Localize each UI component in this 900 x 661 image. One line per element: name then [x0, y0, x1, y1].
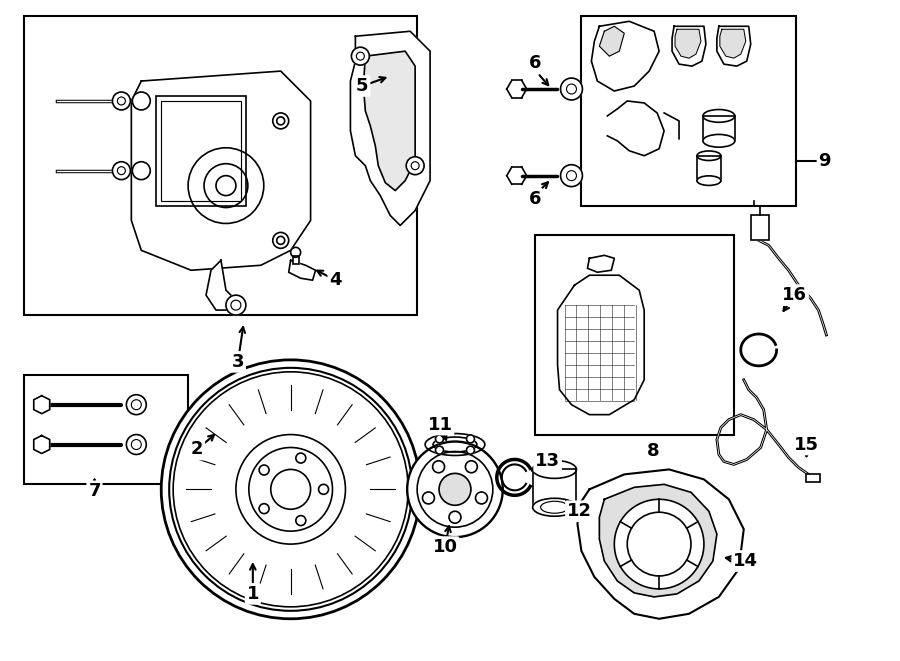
Circle shape	[466, 435, 474, 443]
Circle shape	[351, 47, 369, 65]
Text: 4: 4	[329, 271, 342, 290]
Bar	[697, 156, 721, 180]
Circle shape	[296, 516, 306, 525]
Polygon shape	[588, 255, 615, 272]
Circle shape	[465, 461, 477, 473]
Ellipse shape	[703, 134, 734, 147]
Bar	[703, 116, 734, 141]
Text: 12: 12	[567, 502, 592, 520]
Polygon shape	[289, 260, 316, 280]
Circle shape	[132, 162, 150, 180]
Text: 8: 8	[647, 442, 660, 461]
Circle shape	[615, 499, 704, 589]
Polygon shape	[350, 31, 430, 225]
Circle shape	[112, 162, 130, 180]
Circle shape	[273, 233, 289, 249]
Text: 9: 9	[818, 152, 831, 170]
Circle shape	[188, 148, 264, 223]
Circle shape	[236, 434, 346, 544]
Circle shape	[561, 78, 582, 100]
Circle shape	[126, 395, 147, 414]
Bar	[292, 256, 299, 264]
Polygon shape	[206, 260, 236, 310]
Text: 14: 14	[734, 552, 759, 570]
Bar	[806, 475, 821, 483]
Bar	[533, 469, 577, 507]
Circle shape	[259, 465, 269, 475]
Text: 3: 3	[231, 353, 244, 371]
Text: 1: 1	[247, 585, 259, 603]
Ellipse shape	[703, 110, 734, 122]
Text: 2: 2	[191, 440, 203, 459]
Text: 7: 7	[88, 483, 101, 500]
Circle shape	[436, 446, 444, 454]
Circle shape	[449, 511, 461, 524]
Polygon shape	[34, 396, 50, 414]
Polygon shape	[672, 26, 706, 66]
Polygon shape	[599, 26, 625, 56]
Bar	[157, 96, 246, 206]
Bar	[533, 469, 577, 507]
Ellipse shape	[697, 151, 721, 161]
Text: 11: 11	[428, 416, 453, 434]
Circle shape	[126, 434, 147, 455]
Bar	[161, 101, 241, 200]
Polygon shape	[578, 469, 743, 619]
Circle shape	[296, 453, 306, 463]
Ellipse shape	[533, 461, 577, 479]
Polygon shape	[720, 29, 746, 58]
Ellipse shape	[425, 434, 485, 455]
Circle shape	[132, 92, 150, 110]
Polygon shape	[34, 436, 50, 453]
Circle shape	[407, 442, 503, 537]
Bar	[535, 235, 734, 434]
Polygon shape	[675, 29, 701, 58]
Polygon shape	[599, 485, 717, 597]
Polygon shape	[717, 26, 751, 66]
Bar	[23, 17, 417, 315]
Bar	[751, 215, 769, 241]
Bar	[806, 475, 821, 483]
Text: 15: 15	[794, 436, 819, 453]
Circle shape	[319, 485, 328, 494]
Circle shape	[161, 360, 420, 619]
Text: 6: 6	[528, 190, 541, 208]
Bar	[751, 215, 769, 241]
Bar	[292, 256, 299, 264]
Circle shape	[259, 504, 269, 514]
Circle shape	[291, 247, 301, 257]
Ellipse shape	[697, 176, 721, 186]
Circle shape	[226, 295, 246, 315]
Circle shape	[561, 165, 582, 186]
Polygon shape	[557, 275, 644, 414]
Circle shape	[439, 473, 471, 505]
Circle shape	[436, 435, 444, 443]
Circle shape	[433, 461, 445, 473]
Text: 13: 13	[536, 452, 560, 471]
Bar	[23, 375, 188, 485]
Circle shape	[406, 157, 424, 175]
Bar	[697, 156, 721, 180]
Bar	[703, 116, 734, 141]
Text: 5: 5	[356, 77, 369, 95]
Circle shape	[273, 113, 289, 129]
Text: 6: 6	[528, 54, 541, 72]
Polygon shape	[591, 21, 659, 91]
Bar	[581, 17, 796, 206]
Text: 16: 16	[782, 286, 807, 304]
Ellipse shape	[533, 498, 577, 516]
Circle shape	[475, 492, 488, 504]
Text: 10: 10	[433, 538, 457, 556]
Polygon shape	[131, 71, 310, 270]
Circle shape	[422, 492, 435, 504]
Circle shape	[466, 446, 474, 454]
Circle shape	[112, 92, 130, 110]
Polygon shape	[364, 51, 415, 190]
